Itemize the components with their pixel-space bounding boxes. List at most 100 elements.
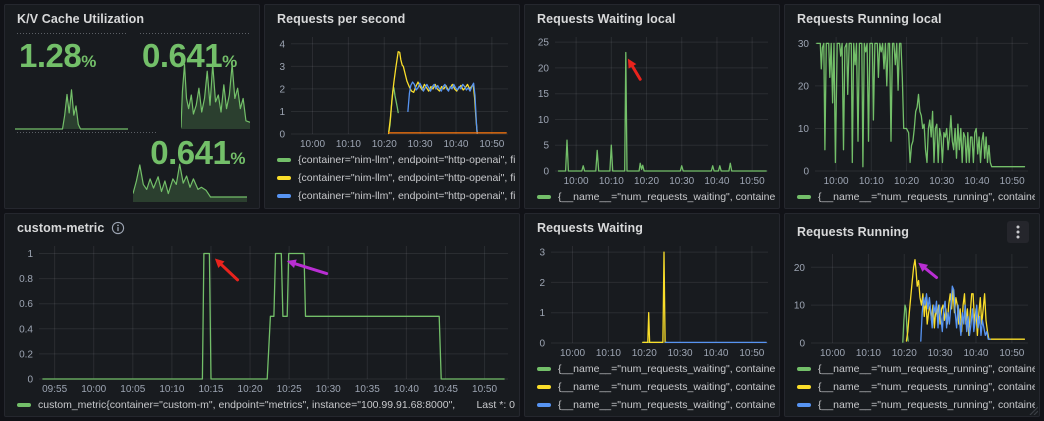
panel-header[interactable]: custom-metric [5, 214, 519, 238]
panel-requests-per-second: Requests per second 10:00 10:10 10:20 10:30… [264, 4, 520, 209]
legend-item[interactable]: {__name__="num_requests_waiting", contai… [537, 396, 775, 414]
series-label-strip [17, 132, 157, 133]
legend-calc-value: Last *: 0 [476, 399, 515, 411]
svg-text:0.4: 0.4 [19, 324, 33, 335]
red-arrow-annotation [627, 58, 642, 81]
legend-label: {__name__="num_requests_running", contai… [818, 363, 1035, 375]
legend-swatch [797, 385, 811, 389]
sparkline [15, 82, 128, 130]
svg-text:10:20: 10:20 [634, 176, 659, 187]
svg-text:20: 20 [538, 63, 550, 74]
svg-text:10:10: 10:10 [596, 348, 621, 359]
legend-swatch [537, 403, 551, 407]
legend-swatch [797, 403, 811, 407]
svg-text:10:00: 10:00 [81, 384, 106, 395]
legend-item[interactable]: {container="nim-llm", endpoint="http-ope… [277, 169, 515, 187]
info-icon[interactable] [111, 221, 125, 235]
legend-label: {__name__="num_requests_waiting", contai… [558, 191, 775, 203]
svg-text:10:10: 10:10 [856, 348, 881, 359]
chart-requests-waiting[interactable]: 10:00 10:10 10:20 10:30 10:40 10:50 0 1 2 3 [525, 238, 775, 359]
chart-requests-waiting-local[interactable]: 10:00 10:10 10:20 10:30 10:40 10:50 0 5 10 15 20 25 [525, 29, 775, 187]
svg-text:10:35: 10:35 [355, 384, 380, 395]
legend-swatch [537, 195, 551, 199]
svg-text:10:00: 10:00 [564, 176, 589, 187]
panel-title: Requests Waiting [537, 221, 644, 235]
panel-header[interactable]: Requests Waiting local [525, 5, 779, 29]
panel-requests-waiting-local: Requests Waiting local 10:00 10:10 10:20 10… [524, 4, 780, 209]
svg-text:10: 10 [794, 301, 806, 312]
legend-item[interactable]: {__name__="num_requests_waiting", contai… [537, 378, 775, 396]
panel-header[interactable]: K/V Cache Utilization [5, 5, 259, 29]
stat-cell-3: 0.641% [15, 130, 251, 204]
legend-swatch [537, 367, 551, 371]
svg-text:10:30: 10:30 [408, 139, 433, 150]
svg-text:10:40: 10:40 [394, 384, 419, 395]
legend-swatch [277, 194, 291, 198]
svg-text:10:40: 10:40 [963, 348, 988, 359]
legend-label: {container="nim-llm", endpoint="http-ope… [298, 172, 515, 184]
svg-text:10: 10 [538, 115, 550, 126]
svg-text:3: 3 [279, 62, 285, 73]
panel-requests-running-local: Requests Running local 10:00 10:10 10:20 10… [784, 4, 1040, 209]
svg-text:0.2: 0.2 [19, 349, 33, 360]
stat-value: 0.641% [150, 134, 245, 171]
svg-text:10:10: 10:10 [159, 384, 184, 395]
svg-text:10: 10 [798, 124, 810, 135]
chart-requests-per-second[interactable]: 10:00 10:10 10:20 10:30 10:40 10:50 0 1 2 3 4 [265, 29, 515, 150]
legend-item[interactable]: {__name__="num_requests_running", contai… [797, 360, 1035, 378]
series-label-strip [17, 33, 126, 34]
svg-text:10:00: 10:00 [820, 348, 845, 359]
panel-title: custom-metric [17, 221, 105, 235]
svg-text:3: 3 [539, 248, 545, 259]
legend-item[interactable]: {__name__="num_requests_running", contai… [797, 378, 1035, 396]
legend-item[interactable]: {container="nim-llm", endpoint="http-ope… [277, 205, 515, 208]
panel-title: Requests per second [277, 12, 406, 26]
purple-arrow-annotation [286, 259, 329, 276]
panel-menu-button[interactable] [1007, 221, 1029, 243]
svg-text:0: 0 [543, 167, 549, 178]
stat-cell-2: 0.641% [138, 31, 251, 130]
svg-text:0.8: 0.8 [19, 274, 33, 285]
kebab-icon [1016, 225, 1020, 239]
svg-text:10:10: 10:10 [599, 176, 624, 187]
svg-text:10:25: 10:25 [277, 384, 302, 395]
svg-text:1: 1 [279, 107, 285, 118]
svg-text:0: 0 [803, 167, 809, 178]
svg-text:10:30: 10:30 [669, 176, 694, 187]
svg-text:10:20: 10:20 [632, 348, 657, 359]
legend-item[interactable]: {__name__="num_requests_waiting", contai… [537, 360, 775, 378]
svg-text:10:20: 10:20 [892, 348, 917, 359]
legend-item[interactable]: {__name__="num_requests_running", contai… [797, 188, 1035, 206]
panel-header[interactable]: Requests Running [785, 214, 1039, 246]
series-label-strip [140, 33, 249, 34]
panel-kv-cache-utilization: K/V Cache Utilization 1.28% 0.641% 0.641… [4, 4, 260, 209]
legend-item[interactable]: {container="nim-llm", endpoint="http-ope… [277, 151, 515, 169]
svg-text:10:30: 10:30 [668, 348, 693, 359]
legend-label: custom_metric{container="custom-m", endp… [38, 399, 456, 411]
legend-label: {__name__="num_requests_waiting", contai… [558, 381, 775, 393]
chart-custom-metric[interactable]: 09:55 10:00 10:05 10:10 10:15 10:20 10:25 10:30… [5, 238, 515, 395]
svg-text:10:40: 10:40 [704, 176, 729, 187]
legend-item[interactable]: custom_metric{container="custom-m", endp… [17, 396, 515, 414]
panel-header[interactable]: Requests Running local [785, 5, 1039, 29]
svg-text:0: 0 [539, 339, 545, 350]
legend-item[interactable]: {__name__="num_requests_waiting", contai… [537, 188, 775, 206]
svg-text:10:20: 10:20 [372, 139, 397, 150]
chart-requests-running[interactable]: 10:00 10:10 10:20 10:30 10:40 10:50 0 10 20 [785, 246, 1035, 359]
legend: {__name__="num_requests_running", contai… [785, 359, 1039, 416]
chart-requests-running-local[interactable]: 10:00 10:10 10:20 10:30 10:40 10:50 0 10 20 30 [785, 29, 1035, 187]
panel-header[interactable]: Requests Waiting [525, 214, 779, 238]
svg-text:10:40: 10:40 [964, 176, 989, 187]
legend-item[interactable]: {container="nim-llm", endpoint="http-ope… [277, 187, 515, 205]
resize-handle[interactable] [1028, 405, 1038, 415]
svg-text:10:20: 10:20 [894, 176, 919, 187]
purple-arrow-annotation [918, 262, 939, 279]
legend: custom_metric{container="custom-m", endp… [5, 395, 519, 416]
panel-title: Requests Running [797, 225, 910, 239]
panel-header[interactable]: Requests per second [265, 5, 519, 29]
legend-item[interactable]: {__name__="num_requests_running", contai… [797, 396, 1035, 414]
svg-text:1: 1 [539, 308, 545, 319]
svg-text:30: 30 [798, 39, 810, 50]
stat-value: 1.28% [19, 37, 96, 74]
